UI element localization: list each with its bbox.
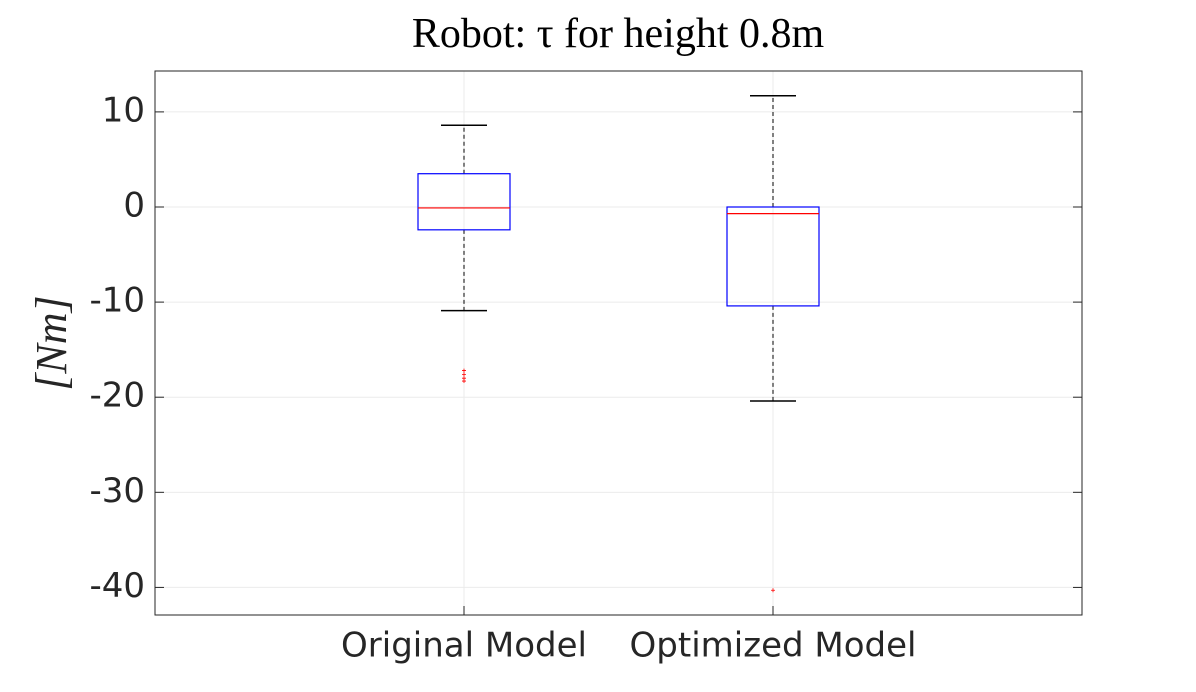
y-tick-label: -20 bbox=[89, 376, 145, 416]
box bbox=[417, 173, 511, 231]
box bbox=[726, 206, 820, 307]
y-tick-label: -40 bbox=[89, 566, 145, 606]
y-tick-label: 10 bbox=[102, 90, 145, 130]
y-tick-label: -30 bbox=[89, 471, 145, 511]
outlier bbox=[462, 368, 466, 373]
y-tick-label: -10 bbox=[89, 281, 145, 321]
x-tick-label: Optimized Model bbox=[630, 626, 917, 666]
plot-frame bbox=[154, 70, 1083, 616]
outlier bbox=[462, 372, 466, 377]
chart-title: Robot: τ for height 0.8m bbox=[412, 11, 825, 57]
outlier bbox=[462, 379, 466, 384]
y-tick-label: 0 bbox=[123, 186, 145, 226]
outlier bbox=[771, 588, 775, 593]
y-axis-label: [Nm] bbox=[27, 295, 76, 390]
plot-area bbox=[155, 71, 1082, 615]
x-tick-label: Original Model bbox=[341, 626, 587, 666]
